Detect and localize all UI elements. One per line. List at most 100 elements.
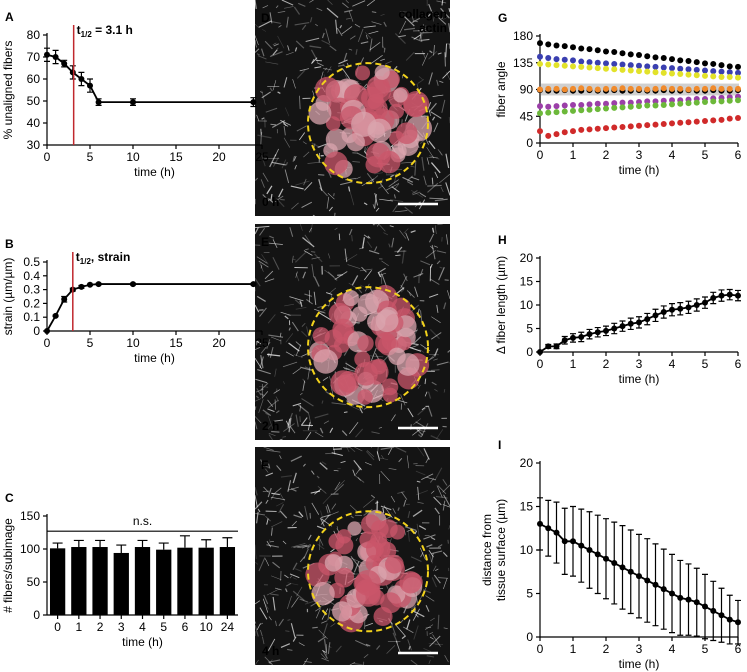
collagen-fiber	[259, 262, 264, 272]
collagen-fiber	[256, 295, 266, 302]
collagen-fiber	[260, 128, 262, 135]
collagen-fiber	[365, 146, 369, 152]
data-point	[735, 115, 741, 122]
y-tick-label: 135	[513, 56, 533, 70]
data-point	[611, 325, 618, 332]
panel-label: B	[5, 237, 14, 251]
y-tick-label: 5	[526, 587, 533, 601]
x-tick-label: 0	[537, 642, 544, 656]
collagen-fiber	[309, 0, 314, 3]
data-point	[545, 41, 552, 48]
collagen-fiber	[257, 508, 261, 513]
collagen-fiber	[299, 68, 310, 72]
collagen-fiber	[300, 301, 303, 308]
collagen-fiber	[413, 336, 422, 344]
collagen-fiber	[365, 462, 372, 466]
collagen-fiber	[314, 413, 329, 419]
collagen-fiber	[405, 51, 415, 61]
data-line	[46, 283, 254, 332]
collagen-fiber	[420, 260, 431, 266]
data-point	[652, 85, 659, 92]
collagen-fiber	[277, 35, 285, 49]
collagen-fiber	[319, 517, 325, 527]
collagen-fiber	[265, 61, 279, 65]
y-tick-label: 0	[526, 630, 533, 644]
collagen-fiber	[407, 175, 414, 182]
y-tick-label: 50	[27, 575, 41, 589]
collagen-fiber	[378, 457, 389, 460]
collagen-fiber	[291, 520, 298, 527]
collagen-fiber	[320, 514, 331, 519]
data-point	[735, 69, 741, 76]
collagen-fiber	[260, 264, 263, 269]
collagen-fiber	[400, 275, 408, 289]
data-point	[644, 53, 651, 60]
data-point	[570, 334, 576, 341]
collagen-fiber	[311, 502, 320, 515]
collagen-fiber	[302, 378, 306, 384]
data-point	[61, 296, 68, 303]
collagen-fiber	[280, 311, 291, 316]
collagen-fiber	[403, 499, 407, 507]
x-tick-label: 4	[669, 148, 676, 162]
x-tick-label: 6	[735, 642, 742, 656]
data-point	[644, 68, 651, 75]
data-point	[718, 116, 725, 123]
data-point	[594, 100, 601, 107]
data-point	[735, 63, 741, 70]
collagen-fiber	[425, 457, 429, 464]
collagen-fiber	[294, 47, 298, 52]
collagen-fiber	[314, 431, 324, 438]
collagen-fiber	[420, 423, 429, 437]
collagen-fiber	[423, 448, 430, 460]
collagen-fiber	[274, 487, 282, 494]
collagen-fiber	[366, 241, 373, 249]
collagen-fiber	[295, 180, 310, 186]
data-point	[693, 85, 700, 92]
collagen-fiber	[338, 59, 348, 65]
collagen-fiber	[312, 626, 318, 629]
collagen-fiber	[294, 164, 297, 170]
collagen-fiber	[410, 659, 418, 666]
collagen-fiber	[432, 94, 444, 97]
collagen-fiber	[260, 131, 263, 145]
collagen-fiber	[308, 334, 314, 348]
collagen-fiber	[412, 509, 423, 517]
collagen-fiber	[399, 230, 407, 239]
collagen-fiber	[418, 28, 426, 32]
collagen-fiber	[404, 27, 416, 31]
error-bar	[116, 544, 127, 553]
collagen-fiber	[305, 37, 320, 43]
collagen-fiber	[254, 0, 257, 10]
collagen-fiber	[391, 624, 397, 636]
collagen-fiber	[442, 551, 448, 558]
collagen-fiber	[328, 645, 332, 648]
data-point	[594, 65, 601, 72]
half-time-label: t1/2, strain	[76, 250, 130, 266]
tissue-cell	[396, 353, 420, 376]
data-point	[627, 99, 634, 106]
collagen-fiber	[343, 52, 348, 62]
collagen-fiber	[435, 568, 439, 571]
tissue-cell	[357, 389, 373, 405]
collagen-fiber	[262, 490, 270, 493]
data-point	[660, 54, 667, 61]
data-point	[586, 85, 593, 92]
data-point	[586, 101, 593, 108]
y-tick-label: 40	[27, 116, 41, 130]
data-point	[735, 97, 741, 104]
collagen-fiber	[353, 662, 363, 666]
error-bar	[73, 539, 84, 548]
collagen-fiber	[361, 237, 365, 249]
bar	[219, 547, 236, 615]
collagen-fiber	[257, 55, 267, 60]
collagen-fiber	[400, 284, 405, 290]
collagen-fiber	[406, 619, 411, 630]
y-tick-label: 15	[520, 275, 534, 289]
collagen-fiber	[266, 449, 281, 453]
y-axis-label: fiber angle	[494, 61, 508, 117]
data-point	[710, 85, 717, 92]
collagen-fiber	[365, 34, 368, 40]
collagen-fiber	[408, 346, 422, 352]
collagen-fiber	[374, 172, 384, 175]
